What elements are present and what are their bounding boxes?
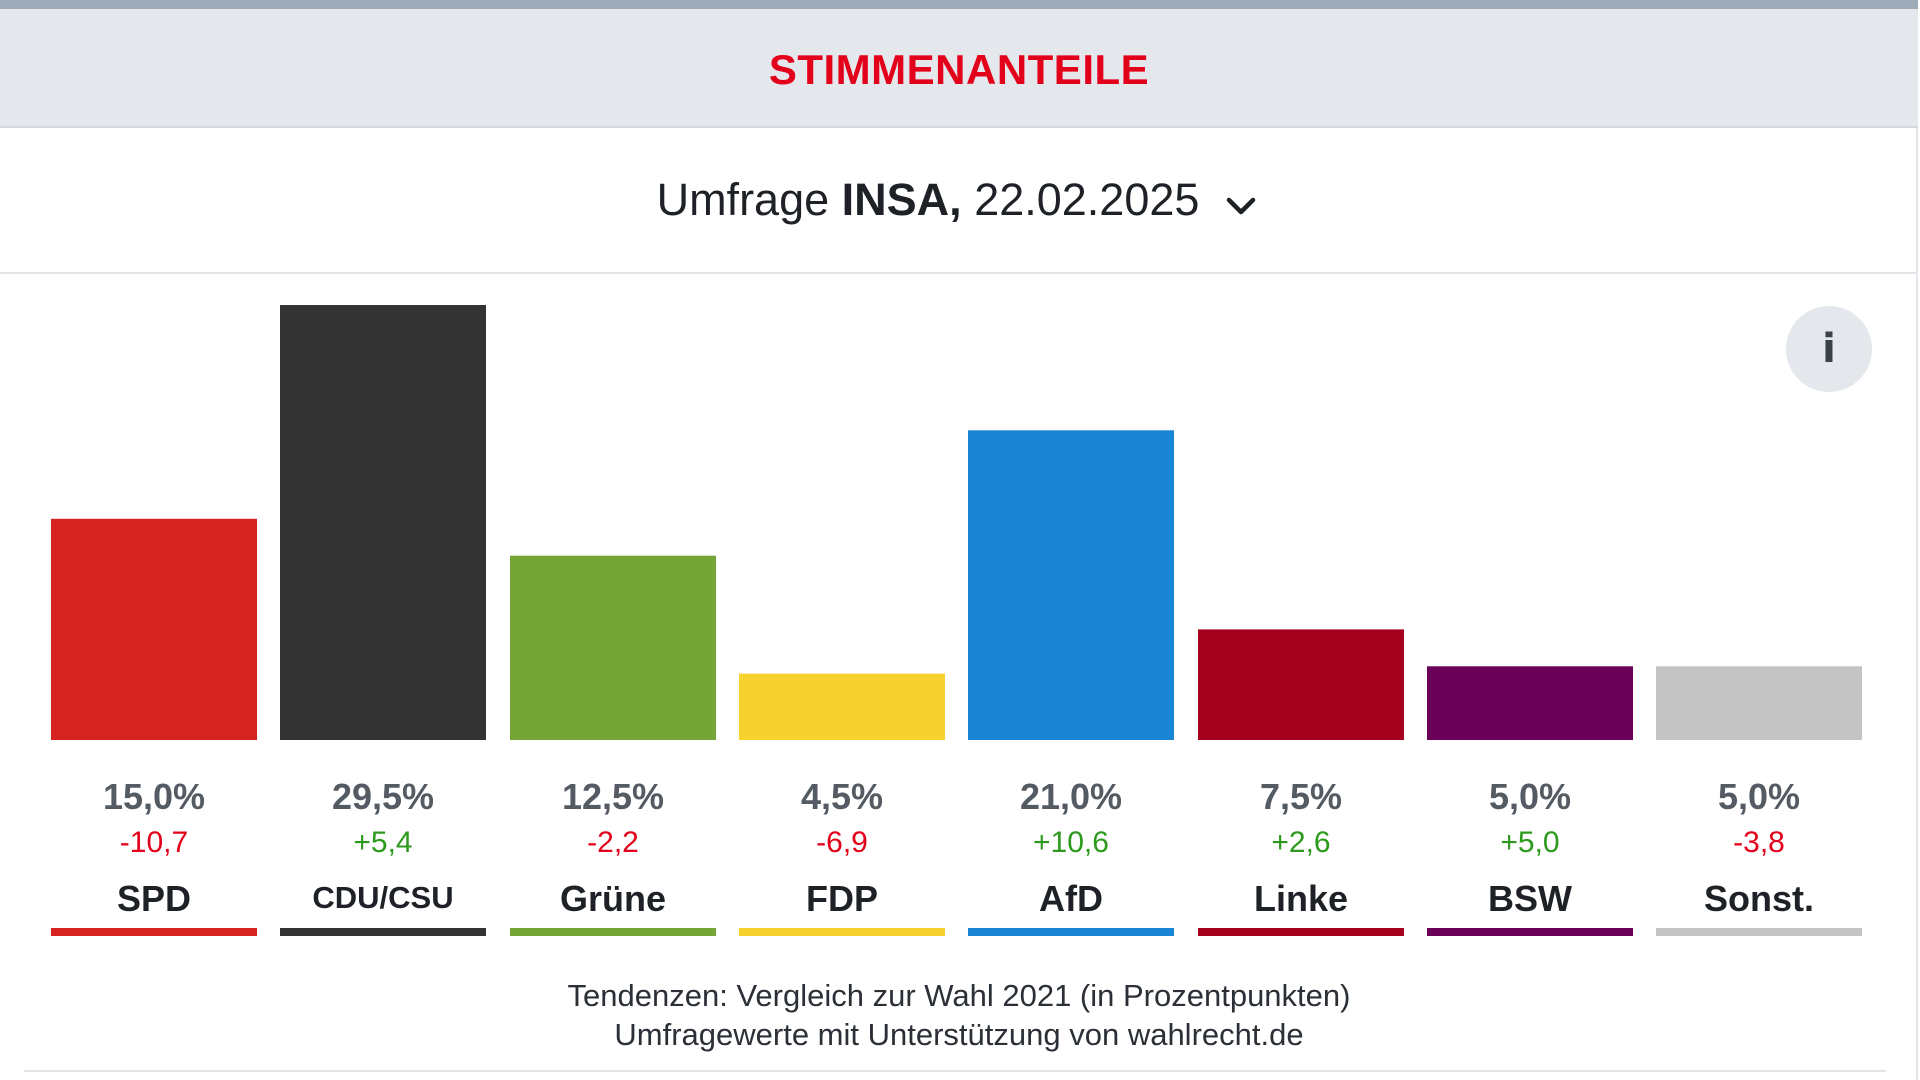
value-label-spd: 15,0% <box>102 776 206 817</box>
change-label-fdp: -6,9 <box>816 826 868 859</box>
bar-cdu-csu <box>280 305 486 740</box>
bar-bsw <box>1427 666 1633 740</box>
bar-spd <box>51 518 257 740</box>
bar-linke <box>1198 629 1404 740</box>
party-label-bsw: BSW <box>1488 878 1572 919</box>
poll-institute: INSA, <box>841 174 962 225</box>
bar-gruene <box>510 555 716 740</box>
value-label-afd: 21,0% <box>1019 776 1123 817</box>
party-label-linke: Linke <box>1253 878 1349 919</box>
header-bar: STIMMENANTEILE <box>0 9 1918 128</box>
value-label-cdu-csu: 29,5% <box>331 776 435 817</box>
party-label-cdu-csu: CDU/CSU <box>312 880 454 915</box>
party-underline-gruene <box>510 928 716 936</box>
value-label-sonst: 5,0% <box>1717 776 1801 817</box>
chart-footer: Tendenzen: Vergleich zur Wahl 2021 (in P… <box>0 976 1918 1054</box>
change-label-cdu-csu: +5,4 <box>353 826 413 859</box>
party-underline-cdu-csu <box>280 928 486 936</box>
party-label-fdp: FDP <box>806 878 878 919</box>
bar-sonst <box>1656 666 1862 740</box>
party-underline-sonst <box>1656 928 1862 936</box>
party-label-gruene: Grüne <box>559 878 666 919</box>
footer-divider <box>24 1070 1886 1072</box>
change-label-bsw: +5,0 <box>1500 826 1560 859</box>
party-underline-fdp <box>739 928 945 936</box>
info-button[interactable]: i <box>1786 306 1872 392</box>
poll-prefix: Umfrage <box>656 174 830 225</box>
info-icon: i <box>1822 326 1836 372</box>
party-label-spd: SPD <box>116 878 192 919</box>
header-title: STIMMENANTEILE <box>768 45 1150 93</box>
change-label-afd: +10,6 <box>1033 826 1109 859</box>
change-label-sonst: -3,8 <box>1733 826 1785 859</box>
party-underline-spd <box>51 928 257 936</box>
party-label-sonst: Sonst. <box>1703 878 1814 919</box>
top-strip <box>0 0 1918 9</box>
party-underline-bsw <box>1427 928 1633 936</box>
value-label-gruene: 12,5% <box>561 776 665 817</box>
bar-fdp <box>739 673 945 740</box>
poll-selector-text: Umfrage INSA, 22.02.2025 <box>657 174 1200 226</box>
change-label-linke: +2,6 <box>1271 826 1331 859</box>
footer-note-trend: Tendenzen: Vergleich zur Wahl 2021 (in P… <box>567 978 1351 1013</box>
party-underline-linke <box>1198 928 1404 936</box>
footer-note-source: Umfragewerte mit Unterstützung von wahlr… <box>614 1017 1304 1052</box>
party-underline-afd <box>968 928 1174 936</box>
value-label-bsw: 5,0% <box>1488 776 1572 817</box>
change-label-gruene: -2,2 <box>587 826 639 859</box>
bar-afd <box>968 430 1174 740</box>
change-label-spd: -10,7 <box>119 826 189 859</box>
poll-selector[interactable]: Umfrage INSA, 22.02.2025 <box>0 128 1918 274</box>
chevron-down-icon <box>1227 197 1256 215</box>
value-label-linke: 7,5% <box>1259 776 1343 817</box>
value-label-fdp: 4,5% <box>800 776 884 817</box>
poll-date: 22.02.2025 <box>974 174 1200 225</box>
party-label-afd: AfD <box>1039 878 1103 919</box>
